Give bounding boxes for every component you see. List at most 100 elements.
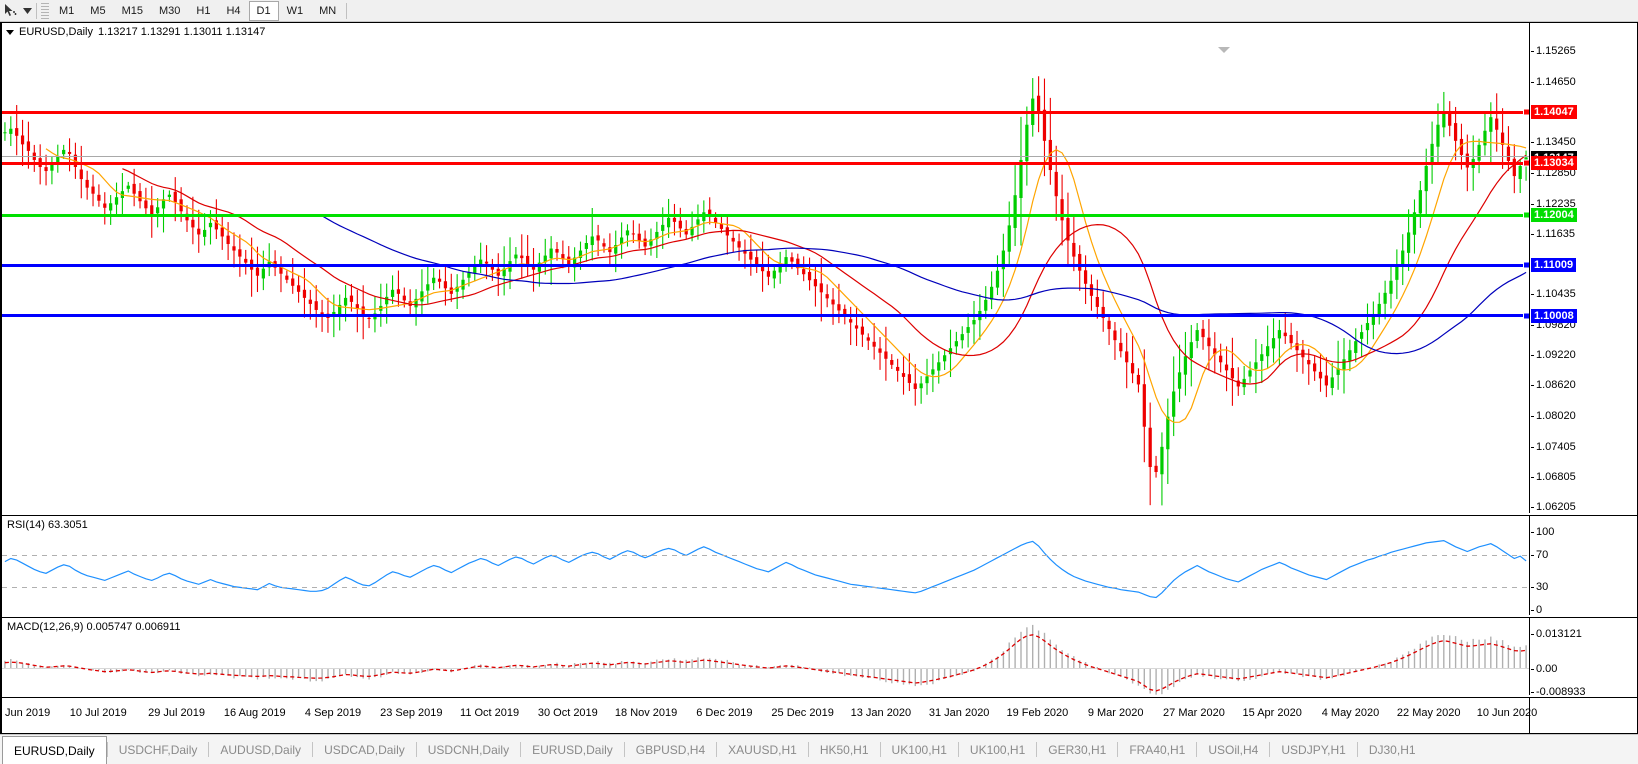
chart-tab-dj30-h1[interactable]: DJ30,H1 bbox=[1368, 742, 1416, 757]
price-tick: 1.13450 bbox=[1531, 136, 1576, 149]
chart-tab-ger30-h1[interactable]: GER30,H1 bbox=[1048, 742, 1107, 757]
chart-tab-usdcnh-daily[interactable]: USDCNH,Daily bbox=[427, 742, 510, 757]
price-label-resistance[interactable]: 1.14047 bbox=[1531, 105, 1577, 120]
toolbar-grip[interactable] bbox=[41, 2, 49, 19]
price-label-pivot[interactable]: 1.12004 bbox=[1531, 208, 1577, 223]
tab-divider bbox=[879, 742, 881, 757]
price-tick: 1.07405 bbox=[1531, 440, 1576, 453]
horizontal-line-red[interactable] bbox=[2, 159, 1529, 167]
chevron-down-icon[interactable] bbox=[20, 2, 34, 20]
line-anchor-handle[interactable] bbox=[1523, 261, 1529, 269]
tab-divider bbox=[1117, 742, 1119, 757]
chart-tab-gbpusd-h4[interactable]: GBPUSD,H4 bbox=[635, 742, 706, 757]
price-label-support[interactable]: 1.10008 bbox=[1531, 308, 1577, 323]
chart-tab-hk50-h1[interactable]: HK50,H1 bbox=[819, 742, 869, 757]
tab-divider bbox=[716, 742, 718, 757]
candlestick-svg bbox=[3, 76, 1528, 506]
toolbar-divider-end bbox=[346, 2, 348, 19]
line-body bbox=[2, 263, 1529, 267]
line-anchor-handle[interactable] bbox=[1523, 108, 1529, 116]
chart-tab-fra40-h1[interactable]: FRA40,H1 bbox=[1129, 742, 1186, 757]
date-tick: 31 Jan 2020 bbox=[928, 707, 990, 719]
horizontal-line-blue[interactable] bbox=[2, 261, 1529, 269]
line-anchor-handle[interactable] bbox=[1523, 211, 1529, 219]
line-anchor-handle[interactable] bbox=[1523, 159, 1529, 167]
price-tick: 1.09220 bbox=[1531, 349, 1576, 362]
macd-plot[interactable] bbox=[2, 618, 1529, 695]
timeframe-list: M1 M5 M15 M30 H1 H4 D1 W1 MN bbox=[51, 0, 344, 21]
date-tick: 23 Sep 2019 bbox=[380, 707, 443, 719]
chart-tab-bar[interactable]: EURUSD,Daily USDCHF,Daily AUDUSD,Daily USDC… bbox=[0, 734, 1638, 764]
date-tick: 10 Jul 2019 bbox=[69, 707, 127, 719]
price-label-resistance[interactable]: 1.13034 bbox=[1531, 156, 1577, 171]
chart-tab-eurusd-daily[interactable]: EURUSD,Daily bbox=[532, 742, 613, 757]
chart-header: EURUSD,Daily 1.13217 1.13291 1.13011 1.1… bbox=[6, 26, 265, 38]
chart-tab-usoil-h4[interactable]: USOil,H4 bbox=[1208, 742, 1259, 757]
timeframe-button-m5[interactable]: M5 bbox=[90, 4, 106, 17]
horizontal-line-gray[interactable] bbox=[2, 156, 1529, 158]
tab-divider bbox=[1269, 742, 1271, 757]
macd-axis: 0.013121 0.00 -0.008933 bbox=[1530, 618, 1638, 698]
rsi-plot[interactable] bbox=[2, 516, 1529, 615]
timeframe-button-m30[interactable]: M30 bbox=[158, 4, 181, 17]
price-tick: 1.06805 bbox=[1531, 470, 1576, 483]
timeframe-button-w1[interactable]: W1 bbox=[286, 4, 304, 17]
chart-tab-uk100-h1[interactable]: UK100,H1 bbox=[969, 742, 1026, 757]
timeframe-button-m15[interactable]: M15 bbox=[121, 4, 143, 17]
chart-tab-xauusd-h1[interactable]: XAUUSD,H1 bbox=[728, 742, 797, 757]
price-axis[interactable]: 1.15265 1.14650 1.13450 1.12850 1.12235 1.116… bbox=[1530, 23, 1638, 513]
tab-divider bbox=[520, 742, 522, 757]
tab-divider bbox=[312, 742, 314, 757]
chart-tab-audusd-daily[interactable]: AUDUSD,Daily bbox=[220, 742, 302, 757]
rsi-axis-line bbox=[1529, 516, 1530, 615]
date-tick: 25 Dec 2019 bbox=[771, 707, 834, 719]
price-tick: 1.15265 bbox=[1531, 45, 1576, 57]
date-tick: 4 May 2020 bbox=[1321, 707, 1380, 719]
price-tick: 1.12235 bbox=[1531, 197, 1576, 210]
chart-tab-usdchf-daily[interactable]: USDCHF,Daily bbox=[118, 742, 198, 757]
chart-tab-uk100-h1[interactable]: UK100,H1 bbox=[891, 742, 947, 757]
price-label-support[interactable]: 1.11009 bbox=[1531, 258, 1577, 273]
chart-area[interactable]: EURUSD,Daily 1.13217 1.13291 1.13011 1.1… bbox=[0, 22, 1638, 734]
timeframe-button-h4[interactable]: H4 bbox=[226, 4, 241, 17]
chart-tab-usdjpy-h1[interactable]: USDJPY,H1 bbox=[1281, 742, 1346, 757]
timeframe-toolbar: M1 M5 M15 M30 H1 H4 D1 W1 MN bbox=[0, 0, 1638, 22]
tab-divider bbox=[1196, 742, 1198, 757]
rsi-tick: 100 bbox=[1530, 526, 1555, 538]
chart-symbol-label: EURUSD,Daily bbox=[19, 26, 93, 38]
date-axis[interactable]: 21 Jun 2019 10 Jul 2019 29 Jul 2019 16 Aug … bbox=[0, 697, 1638, 734]
price-tick: 1.08020 bbox=[1531, 409, 1576, 422]
tab-divider bbox=[957, 742, 959, 757]
chart-tab-usdcad-daily[interactable]: USDCAD,Daily bbox=[324, 742, 405, 757]
date-tick: 22 May 2020 bbox=[1396, 707, 1461, 719]
horizontal-line-red[interactable] bbox=[2, 108, 1529, 116]
line-body bbox=[2, 161, 1529, 165]
line-body bbox=[2, 314, 1529, 318]
date-tick: 19 Feb 2020 bbox=[1006, 707, 1069, 719]
date-tick-list: 21 Jun 2019 10 Jul 2019 29 Jul 2019 16 Aug … bbox=[0, 698, 1537, 734]
line-body bbox=[2, 213, 1529, 217]
rsi-level-30 bbox=[2, 586, 1529, 588]
line-anchor-handle[interactable] bbox=[1523, 312, 1529, 320]
chart-scroll-marker[interactable] bbox=[1218, 47, 1230, 53]
chart-tab-eurusd-daily[interactable]: EURUSD,Daily bbox=[2, 736, 107, 764]
rsi-tick: 30 bbox=[1530, 580, 1549, 593]
horizontal-line-green[interactable] bbox=[2, 211, 1529, 219]
timeframe-button-h1[interactable]: H1 bbox=[196, 4, 211, 17]
chart-menu-caret-icon[interactable] bbox=[6, 29, 14, 35]
timeframe-button-m1[interactable]: M1 bbox=[59, 4, 75, 17]
crosshair-cursor-icon[interactable] bbox=[0, 2, 20, 20]
price-plot[interactable] bbox=[2, 23, 1529, 513]
macd-pane[interactable]: MACD(12,26,9) 0.005747 0.006911 0.013121… bbox=[2, 617, 1638, 698]
date-tick: 18 Nov 2019 bbox=[614, 707, 678, 719]
price-tick: 1.10435 bbox=[1531, 288, 1576, 301]
date-axis-corner bbox=[1529, 698, 1530, 733]
rsi-label: RSI(14) 63.3051 bbox=[7, 519, 88, 531]
horizontal-line-blue[interactable] bbox=[2, 312, 1529, 320]
timeframe-button-d1[interactable]: D1 bbox=[248, 0, 279, 21]
rsi-pane[interactable]: RSI(14) 63.3051 100 70 30 0 bbox=[2, 515, 1638, 616]
price-tick: 1.08620 bbox=[1531, 379, 1576, 392]
price-pane[interactable]: EURUSD,Daily 1.13217 1.13291 1.13011 1.1… bbox=[2, 23, 1638, 513]
timeframe-button-mn[interactable]: MN bbox=[319, 4, 337, 17]
